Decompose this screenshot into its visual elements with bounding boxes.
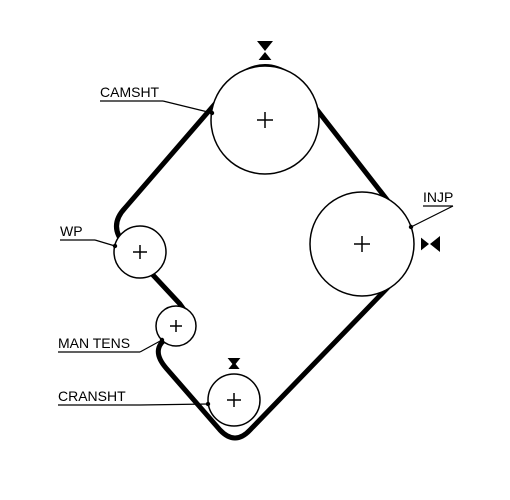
man_tens-leader-dot-icon <box>160 338 164 342</box>
camsht-timing-mark-inner-icon <box>259 52 272 60</box>
wp-pulley <box>114 226 166 278</box>
camsht-timing-mark-outer-icon <box>257 41 273 51</box>
injp-timing-mark-inner-icon <box>421 238 429 251</box>
wp-leader-dot-icon <box>113 244 117 248</box>
cransht-leader-dot-icon <box>206 402 210 406</box>
camsht-leader-line <box>163 101 212 113</box>
wp-label: WP <box>60 223 83 239</box>
injp-leader-dot-icon <box>409 225 413 229</box>
wp-leader-line <box>95 240 115 246</box>
cransht-timing-mark-inner-icon <box>228 362 239 369</box>
camsht-label: CAMSHT <box>100 84 160 100</box>
camsht-pulley <box>211 41 319 174</box>
injp-pulley <box>310 192 440 296</box>
man_tens-label: MAN TENS <box>58 335 130 351</box>
cransht-pulley <box>208 358 260 426</box>
camsht-leader-dot-icon <box>210 111 214 115</box>
injp-leader-line <box>411 206 453 227</box>
injp-label: INJP <box>423 189 453 205</box>
timing-belt-diagram: CAMSHT INJP WP MAN TENS CRANSHT <box>0 0 510 500</box>
pulleys-group <box>114 41 440 426</box>
injp-timing-mark-outer-icon <box>430 236 440 252</box>
cransht-label: CRANSHT <box>58 388 126 404</box>
